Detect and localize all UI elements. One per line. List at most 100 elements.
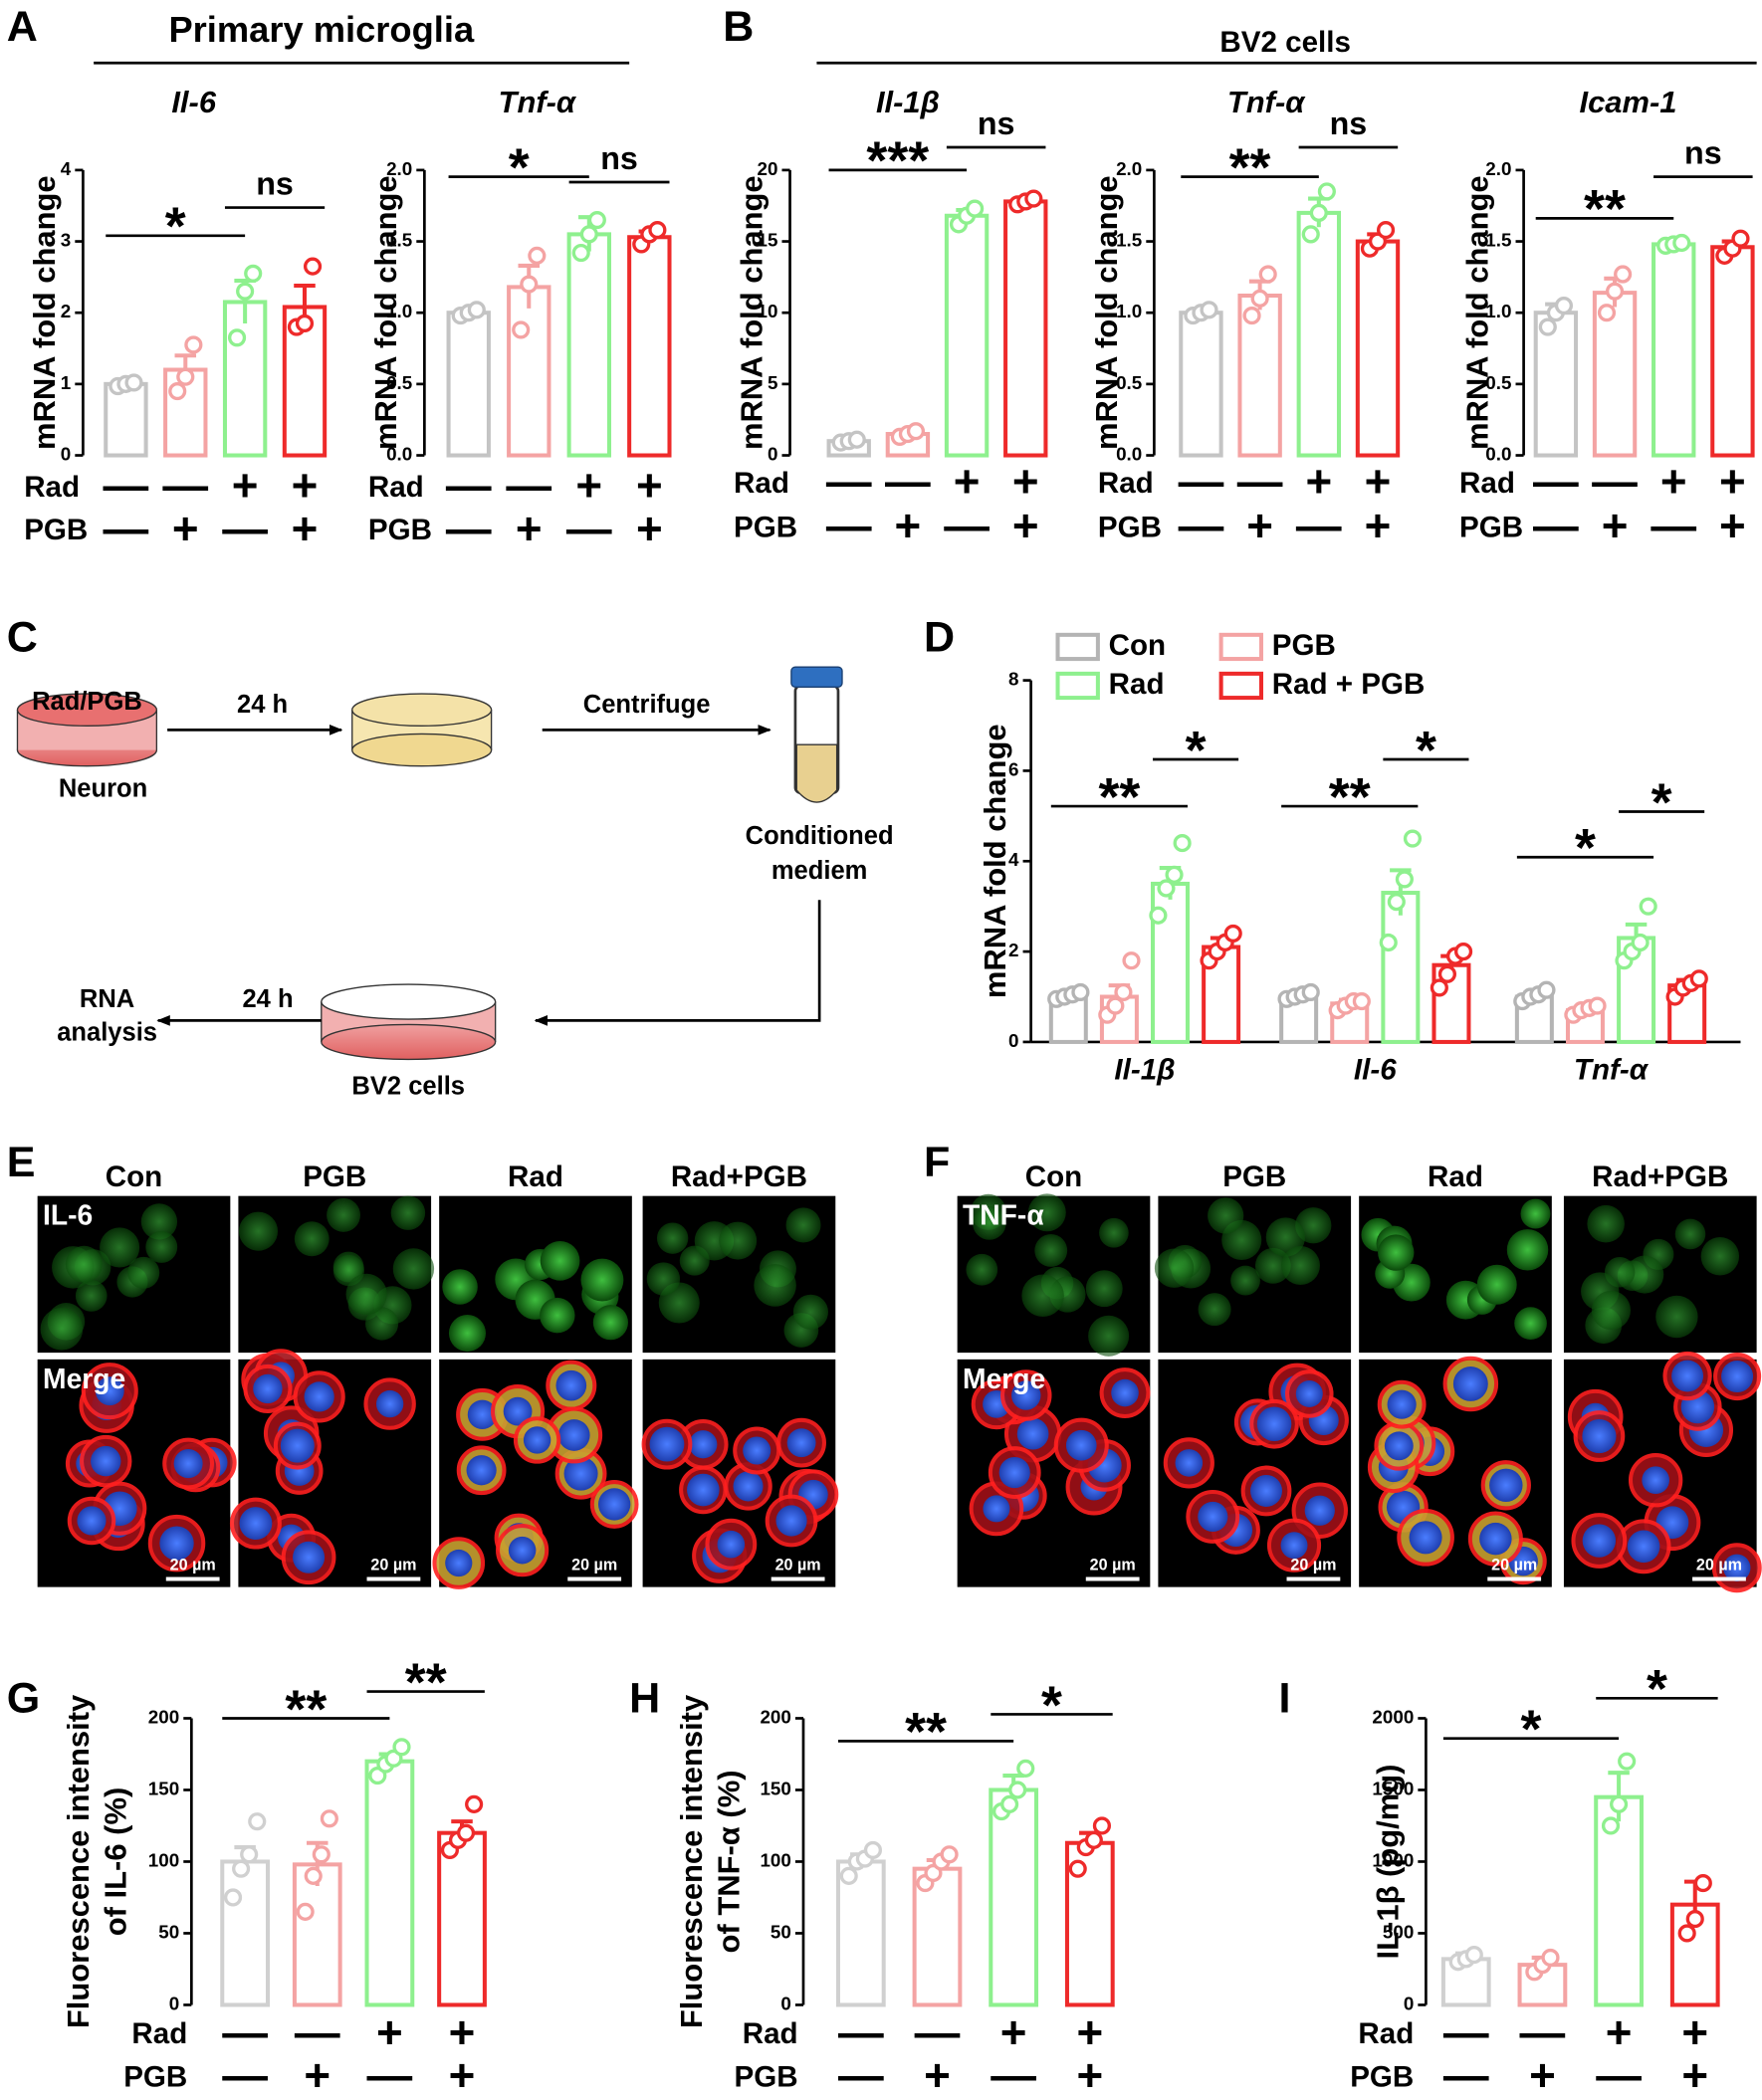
cell: [100, 1227, 140, 1268]
y-tick-label: 50: [771, 1921, 791, 1942]
cell: [1230, 1265, 1260, 1296]
panel-label: B: [723, 3, 754, 51]
data-point: [520, 275, 539, 294]
condition-sign: +: [1660, 456, 1687, 507]
dish: [321, 1023, 497, 1061]
nucleus: [445, 1549, 473, 1577]
condition-sign: +: [636, 460, 663, 511]
nucleus: [1256, 1406, 1292, 1442]
condition-name: Rad: [368, 471, 424, 504]
bar: [1296, 210, 1342, 458]
legend-swatch: [1218, 671, 1263, 701]
nucleus: [1479, 1522, 1512, 1556]
data-point: [1677, 1924, 1696, 1943]
y-tick-label: 200: [760, 1706, 790, 1727]
bar: [1355, 239, 1401, 458]
y-axis-label: of TNF-α (%): [712, 1770, 747, 1953]
nucleus: [467, 1399, 498, 1430]
y-tick-label: 1.0: [1116, 301, 1142, 321]
group-title: BV2 cells: [1219, 26, 1351, 59]
cell: [448, 1315, 486, 1353]
cell: [75, 1280, 108, 1312]
data-point: [1430, 978, 1448, 997]
condition-sign: —: [295, 2006, 340, 2057]
nucleus: [743, 1436, 771, 1465]
condition-sign: +: [232, 460, 259, 511]
data-point: [940, 1845, 959, 1864]
condition-sign: —: [1520, 2006, 1566, 2057]
data-point: [176, 367, 195, 386]
image-column-label: Rad+PGB: [671, 1160, 807, 1193]
significance-label: *: [1575, 818, 1596, 878]
condition-name: Rad: [743, 2017, 798, 2050]
y-tick-label: 200: [148, 1706, 179, 1727]
cell: [65, 1245, 103, 1283]
data-point: [847, 430, 866, 449]
legend-label: PGB: [1272, 629, 1336, 662]
significance-label: **: [1584, 179, 1626, 239]
data-point: [1605, 282, 1625, 301]
condition-sign: —: [222, 2006, 268, 2057]
cell: [442, 1269, 478, 1305]
legend-swatch: [1055, 671, 1100, 701]
condition-sign: +: [449, 2006, 476, 2057]
data-point: [1084, 1830, 1103, 1849]
condition-sign: +: [1681, 2006, 1708, 2057]
y-tick-label: 0: [768, 443, 777, 464]
cell: [1626, 1255, 1664, 1294]
cell: [1254, 1247, 1291, 1284]
y-tick-label: 0: [61, 443, 71, 464]
significance-label: **: [285, 1679, 327, 1739]
data-point: [1106, 996, 1125, 1015]
condition-sign: —: [446, 460, 492, 511]
condition-sign: +: [1719, 456, 1746, 507]
nucleus: [159, 1526, 194, 1561]
nucleus: [1671, 1360, 1704, 1392]
nucleus: [173, 1449, 203, 1479]
y-tick-label: 0.5: [1485, 372, 1511, 393]
data-point: [1149, 906, 1168, 925]
data-point: [392, 1738, 411, 1757]
condition-sign: +: [575, 460, 602, 511]
x-tick-label: Il-1β: [1114, 1053, 1175, 1086]
condition-sign: +: [449, 2050, 476, 2100]
image-row-label: Merge: [43, 1363, 125, 1394]
condition-sign: —: [222, 2050, 268, 2100]
data-point: [1223, 924, 1242, 944]
cell: [719, 1221, 758, 1260]
nucleus: [1295, 1379, 1323, 1407]
condition-sign: +: [1000, 2006, 1027, 2057]
data-point: [1614, 265, 1633, 284]
data-point: [467, 301, 486, 319]
data-point: [1464, 1945, 1483, 1965]
condition-sign: —: [104, 503, 149, 553]
y-tick-label: 1.0: [386, 301, 412, 321]
nucleus: [597, 1488, 631, 1521]
data-point: [232, 1859, 251, 1878]
y-axis-label: mRNA fold change: [368, 175, 403, 450]
image-column-label: Rad: [508, 1160, 563, 1193]
data-point: [465, 1794, 484, 1813]
scale-bar-label: 20 µm: [571, 1556, 617, 1574]
bar: [220, 1859, 271, 2007]
significance-label: *: [509, 137, 530, 197]
significance-label: *: [1041, 1675, 1062, 1735]
bar: [835, 1859, 886, 2007]
significance-label: ns: [1330, 105, 1368, 141]
y-tick-label: 0.0: [1116, 443, 1142, 464]
data-point: [1601, 1816, 1621, 1835]
data-point: [296, 1902, 315, 1921]
bar: [1652, 242, 1696, 458]
condition-sign: —: [162, 460, 208, 511]
cell: [1088, 1315, 1130, 1357]
scale-bar-label: 20 µm: [170, 1556, 216, 1574]
data-point: [1588, 996, 1607, 1015]
tube-cap: [790, 666, 843, 688]
data-point: [236, 282, 255, 301]
cell: [238, 1211, 279, 1251]
nucleus: [1175, 1449, 1204, 1477]
dish-top: [321, 983, 497, 1020]
data-point: [1376, 221, 1396, 240]
condition-sign: —: [1179, 501, 1224, 551]
